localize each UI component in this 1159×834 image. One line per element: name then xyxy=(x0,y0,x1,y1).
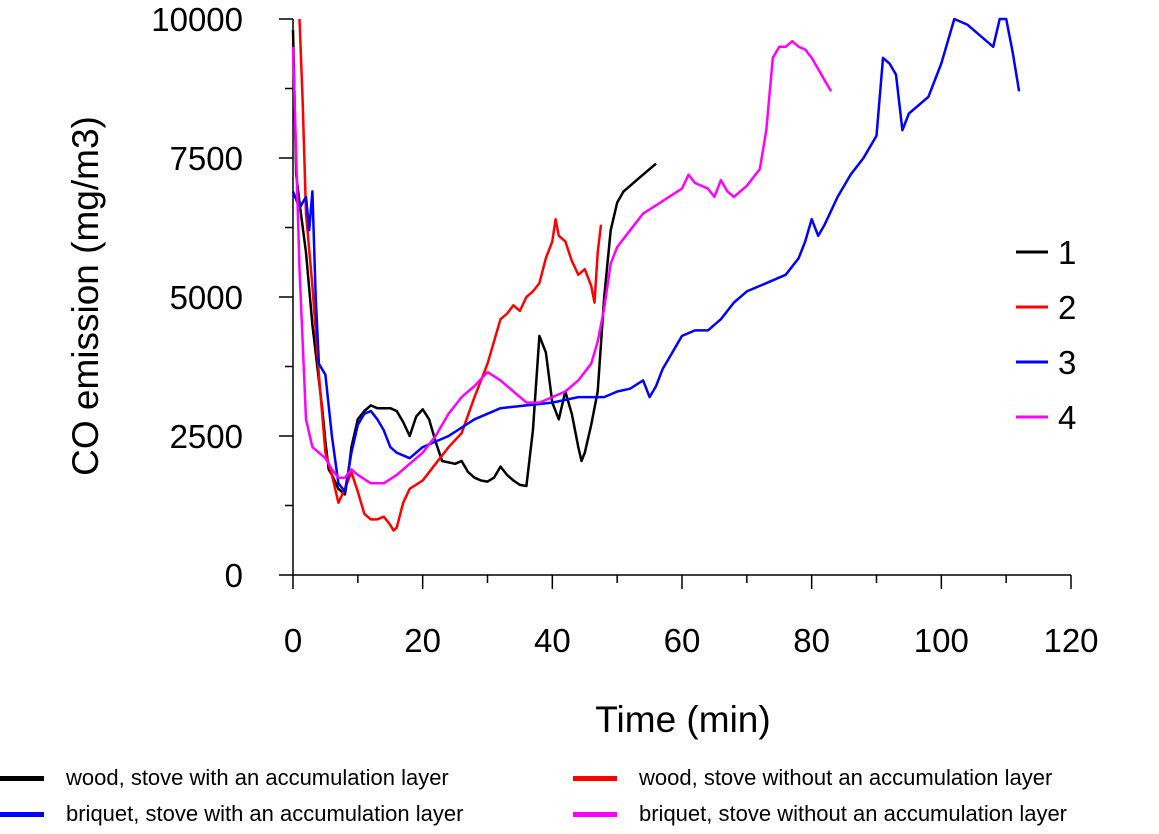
legend-label: briquet, stove without an accumulation l… xyxy=(639,801,1068,826)
legend-label: wood, stove without an accumulation laye… xyxy=(639,765,1053,790)
x-tick-label: 40 xyxy=(534,622,571,659)
series-line-2 xyxy=(298,18,603,532)
series-line-1 xyxy=(291,30,657,496)
series-line-3 xyxy=(291,17,1021,493)
y-tick-label: 0 xyxy=(225,557,243,594)
y-tick-label: 2500 xyxy=(170,418,243,455)
bottom-legend: wood, stove with an accumulation layer w… xyxy=(0,760,1159,834)
legend-swatch xyxy=(0,811,44,817)
y-tick-label: 10000 xyxy=(151,1,243,38)
y-tick-label: 7500 xyxy=(170,140,243,177)
series-legend: 1 2 3 4 xyxy=(1016,234,1076,436)
bottom-legend-item-2: wood, stove without an accumulation laye… xyxy=(573,762,1052,794)
x-tick-label: 120 xyxy=(1043,622,1098,659)
x-tick-label: 80 xyxy=(793,622,830,659)
x-tick-label: 100 xyxy=(914,622,969,659)
axes: 0 20 40 60 80 100 120 0 2500 5000 7500 10000 xyxy=(151,1,1098,659)
legend-label-2: 2 xyxy=(1058,289,1076,326)
legend-label-4: 4 xyxy=(1058,399,1076,436)
legend-label: wood, stove with an accumulation layer xyxy=(66,765,449,790)
x-tick-label: 20 xyxy=(404,622,441,659)
series-line-4 xyxy=(291,39,833,485)
legend-label-1: 1 xyxy=(1058,234,1076,271)
x-axis-title: Time (min) xyxy=(595,699,770,740)
legend-swatch xyxy=(0,775,44,781)
y-tick-label: 5000 xyxy=(170,279,243,316)
legend-label: briquet, stove with an accumulation laye… xyxy=(66,801,464,826)
legend-swatch xyxy=(573,811,617,817)
series-layer xyxy=(291,17,1021,532)
co-emission-chart: 0 20 40 60 80 100 120 0 2500 5000 7500 10000 1 2 3 4 T… xyxy=(65,1,1099,740)
legend-label-3: 3 xyxy=(1058,344,1076,381)
x-tick-label: 0 xyxy=(284,622,302,659)
bottom-legend-item-4: briquet, stove without an accumulation l… xyxy=(573,798,1067,830)
legend-swatch xyxy=(573,775,617,781)
bottom-legend-item-1: wood, stove with an accumulation layer xyxy=(0,762,449,794)
x-tick-label: 60 xyxy=(664,622,701,659)
y-axis-title: CO emission (mg/m3) xyxy=(65,116,106,476)
bottom-legend-item-3: briquet, stove with an accumulation laye… xyxy=(0,798,463,830)
